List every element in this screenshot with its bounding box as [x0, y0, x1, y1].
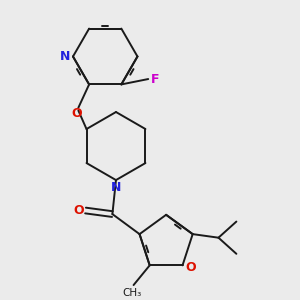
Text: O: O: [185, 261, 196, 274]
Text: F: F: [151, 73, 160, 85]
Text: O: O: [71, 106, 82, 120]
Text: CH₃: CH₃: [122, 288, 141, 298]
Text: N: N: [60, 50, 70, 63]
Text: N: N: [111, 182, 121, 194]
Text: O: O: [73, 204, 84, 217]
